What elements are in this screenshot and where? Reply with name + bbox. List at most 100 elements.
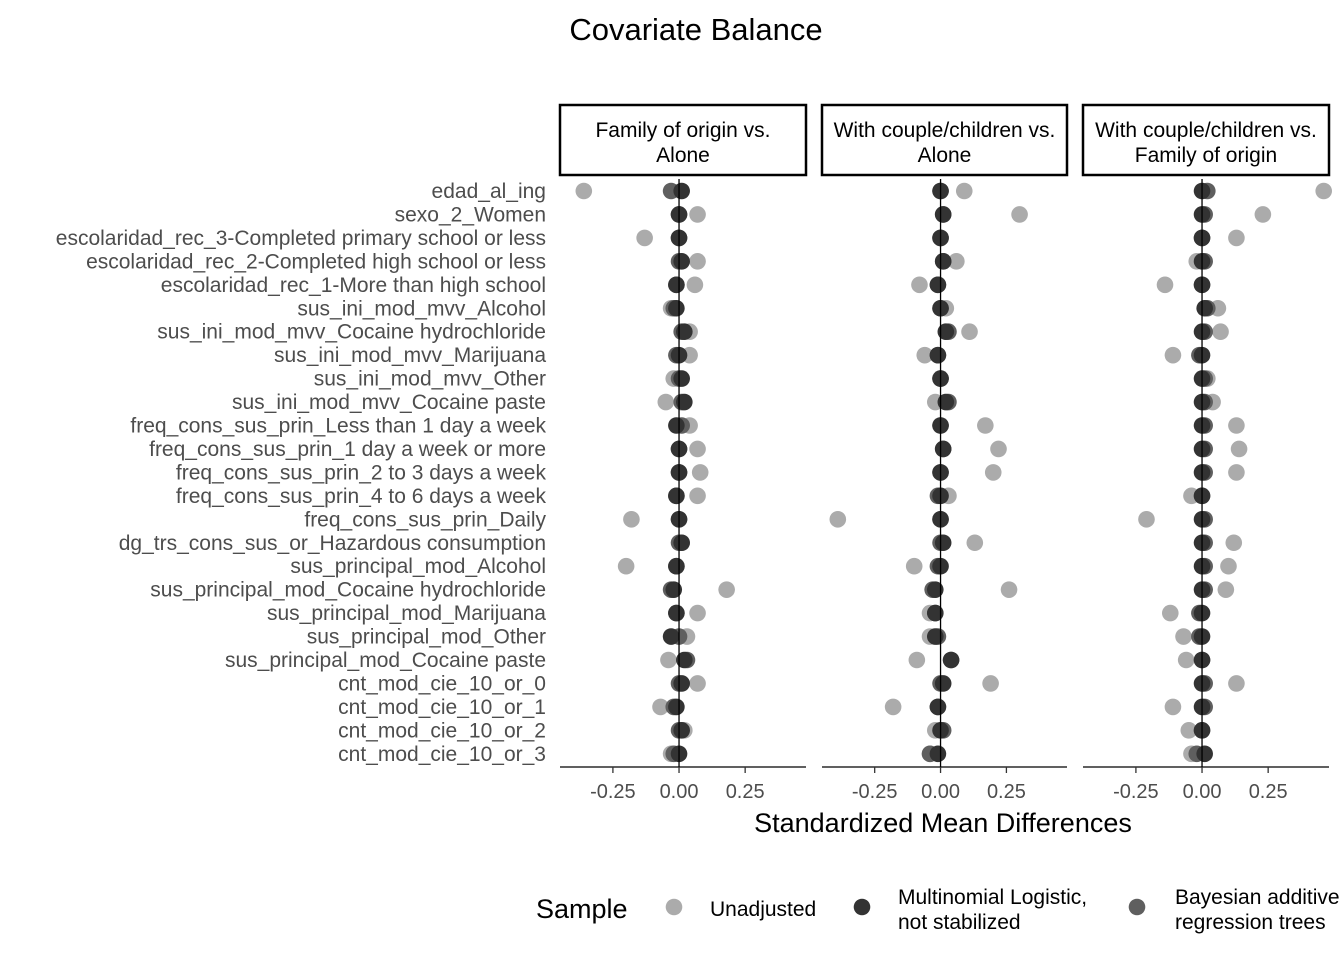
data-point	[718, 581, 735, 598]
data-point	[676, 651, 693, 669]
facet-strip	[1081, 103, 1331, 177]
legend-label: not stabilized	[898, 911, 1021, 934]
legend: Sample Unadjusted Multinomial Logistic,no…	[536, 886, 1340, 934]
data-point	[1177, 651, 1195, 669]
covariate-label: freq_cons_sus_prin_1 day a week or more	[149, 438, 546, 461]
x-tick-label: -0.25	[590, 781, 636, 803]
data-point	[689, 604, 706, 622]
covariate-label: escolaridad_rec_3-Completed primary scho…	[56, 227, 546, 250]
data-point	[929, 698, 947, 716]
data-point	[673, 722, 690, 739]
data-point	[916, 346, 934, 364]
facet-label: Family of origin	[1135, 144, 1277, 167]
covariate-label: sus_ini_mod_mvv_Cocaine paste	[232, 391, 546, 414]
x-axis-title: Standardized Mean Differences	[754, 808, 1132, 838]
data-point	[942, 651, 960, 669]
covariate-label: sus_principal_mod_Other	[307, 626, 546, 649]
data-point	[884, 698, 902, 716]
x-tick-label: -0.25	[1113, 781, 1159, 803]
data-point	[926, 628, 944, 645]
covariate-labels: edad_al_ingsexo_2_Womenescolaridad_rec_3…	[56, 180, 547, 766]
data-point	[1000, 581, 1018, 598]
facet-label: With couple/children vs.	[1095, 119, 1317, 142]
data-point	[1230, 440, 1248, 458]
data-point	[934, 206, 952, 223]
data-point	[934, 440, 952, 458]
data-point	[1180, 722, 1198, 739]
covariate-label: sus_principal_mod_Alcohol	[290, 555, 546, 578]
facet-label: With couple/children vs.	[834, 119, 1056, 142]
covariate-label: sus_ini_mod_mvv_Cocaine hydrochloride	[157, 321, 546, 344]
legend-label: Unadjusted	[710, 898, 816, 921]
x-tick-label: 0.00	[660, 781, 699, 803]
data-point	[1175, 628, 1192, 645]
data-point	[934, 253, 952, 270]
legend-key	[1128, 898, 1146, 916]
data-point	[929, 276, 947, 294]
facet-label: Alone	[918, 144, 972, 167]
data-point	[676, 323, 693, 341]
facet-strip	[820, 103, 1069, 177]
data-point	[1164, 698, 1182, 716]
data-point	[937, 323, 955, 341]
facet-panel: With couple/children vs.Alone -0.25 0.00 0.…	[820, 103, 1069, 803]
covariate-label: escolaridad_rec_2-Completed high school …	[86, 250, 546, 273]
data-point	[1254, 206, 1272, 223]
covariate-label: sus_ini_mod_mvv_Other	[314, 368, 546, 391]
facet-panel: Family of origin vs.Alone -0.25 0.00 0.25	[558, 103, 808, 803]
facet-label: Family of origin vs.	[595, 119, 770, 142]
legend-title: Sample	[536, 894, 628, 924]
covariate-label: sus_principal_mod_Marijuana	[267, 602, 546, 625]
data-point	[982, 675, 999, 692]
covariate-label: cnt_mod_cie_10_or_0	[338, 672, 546, 695]
data-point	[691, 464, 709, 481]
facet-label: Alone	[656, 144, 710, 167]
data-point	[1156, 276, 1174, 294]
data-point	[1220, 557, 1237, 575]
data-point	[668, 557, 685, 575]
data-point	[668, 276, 685, 294]
data-point	[1228, 675, 1245, 692]
data-point	[1196, 299, 1213, 317]
data-point	[1164, 346, 1182, 364]
data-point	[673, 370, 690, 387]
x-tick-label: 0.25	[726, 781, 765, 803]
data-point	[934, 534, 952, 552]
data-point	[673, 182, 690, 200]
data-point	[1315, 182, 1333, 200]
data-point	[961, 323, 978, 341]
data-point	[829, 511, 847, 528]
x-tick-label: 0.00	[921, 781, 960, 803]
covariate-label: sus_ini_mod_mvv_Marijuana	[274, 344, 546, 367]
data-point	[1161, 604, 1179, 622]
legend-label: regression trees	[1175, 911, 1326, 934]
covariate-label: sus_principal_mod_Cocaine paste	[225, 649, 546, 672]
data-point	[990, 440, 1007, 458]
legend-label: Multinomial Logistic,	[898, 886, 1087, 909]
covariate-label: cnt_mod_cie_10_or_3	[338, 743, 546, 766]
data-point	[984, 464, 1002, 481]
data-point	[668, 698, 685, 716]
data-point	[673, 675, 690, 692]
x-tick-label: -0.25	[852, 781, 898, 803]
data-point	[926, 581, 944, 598]
data-point	[668, 299, 685, 317]
data-point	[575, 182, 593, 200]
x-tick-label: 0.25	[987, 781, 1026, 803]
data-point	[665, 581, 683, 598]
data-point	[948, 253, 965, 270]
data-point	[689, 440, 706, 458]
data-point	[955, 182, 973, 200]
data-point	[636, 229, 653, 247]
data-point	[689, 206, 706, 223]
data-point	[905, 557, 923, 575]
data-point	[662, 628, 680, 645]
data-point	[668, 604, 685, 622]
data-point	[623, 511, 640, 528]
covariate-label: cnt_mod_cie_10_or_2	[338, 719, 546, 742]
data-point	[1228, 464, 1245, 481]
facet-panel: With couple/children vs.Family of origin…	[1081, 103, 1333, 803]
data-point	[934, 675, 952, 692]
data-point	[668, 487, 685, 505]
